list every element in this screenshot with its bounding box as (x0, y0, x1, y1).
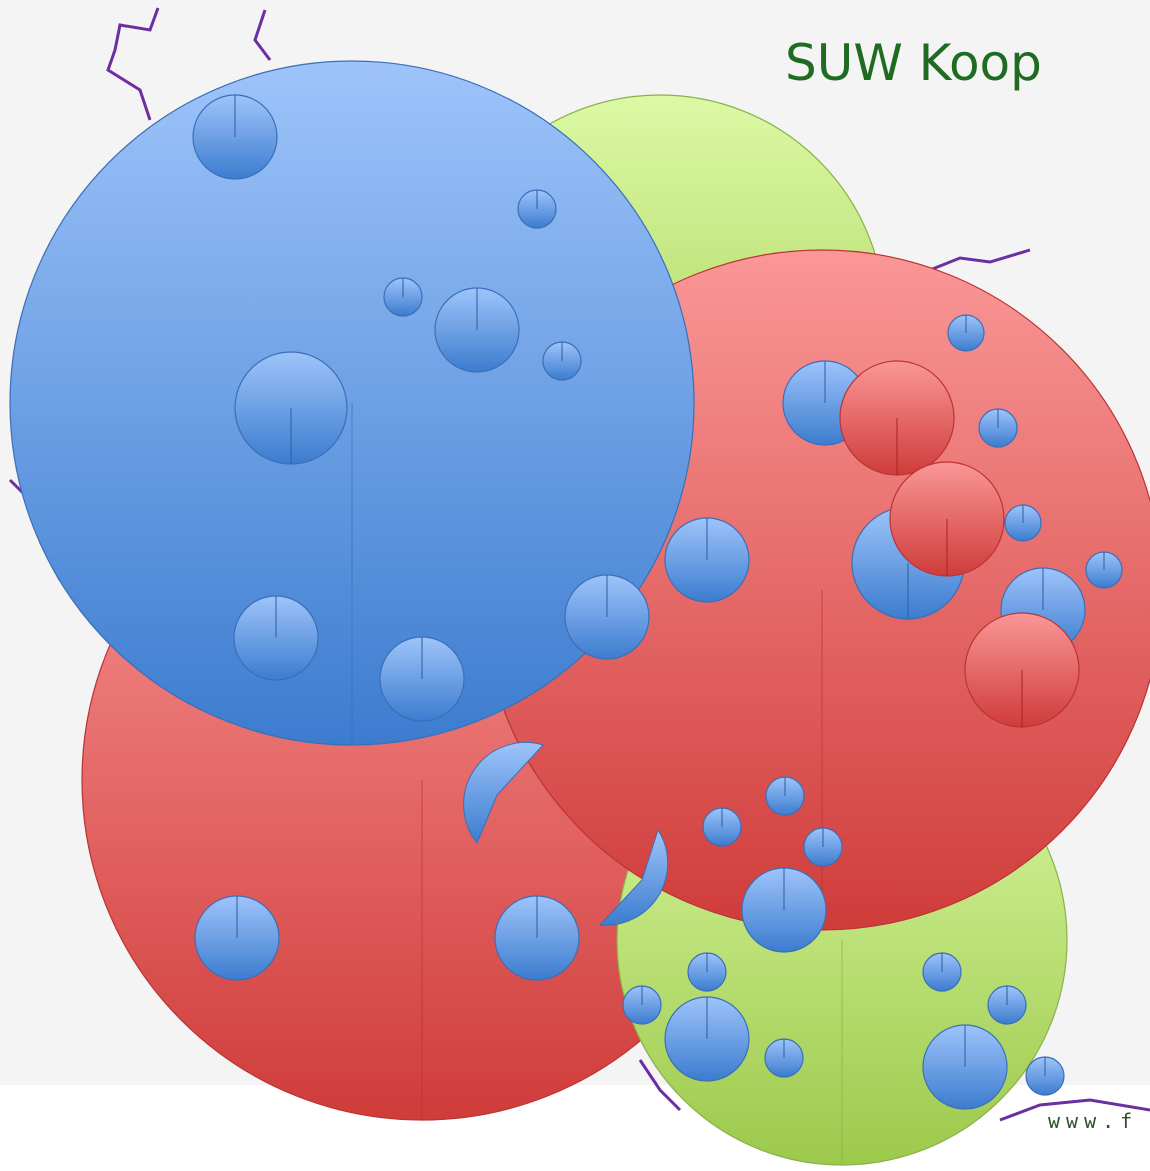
title: SUW Koop (785, 34, 1042, 92)
footer-url: www.f (1048, 1109, 1138, 1133)
map-slide: SUW Koop www.f (0, 0, 1150, 1171)
